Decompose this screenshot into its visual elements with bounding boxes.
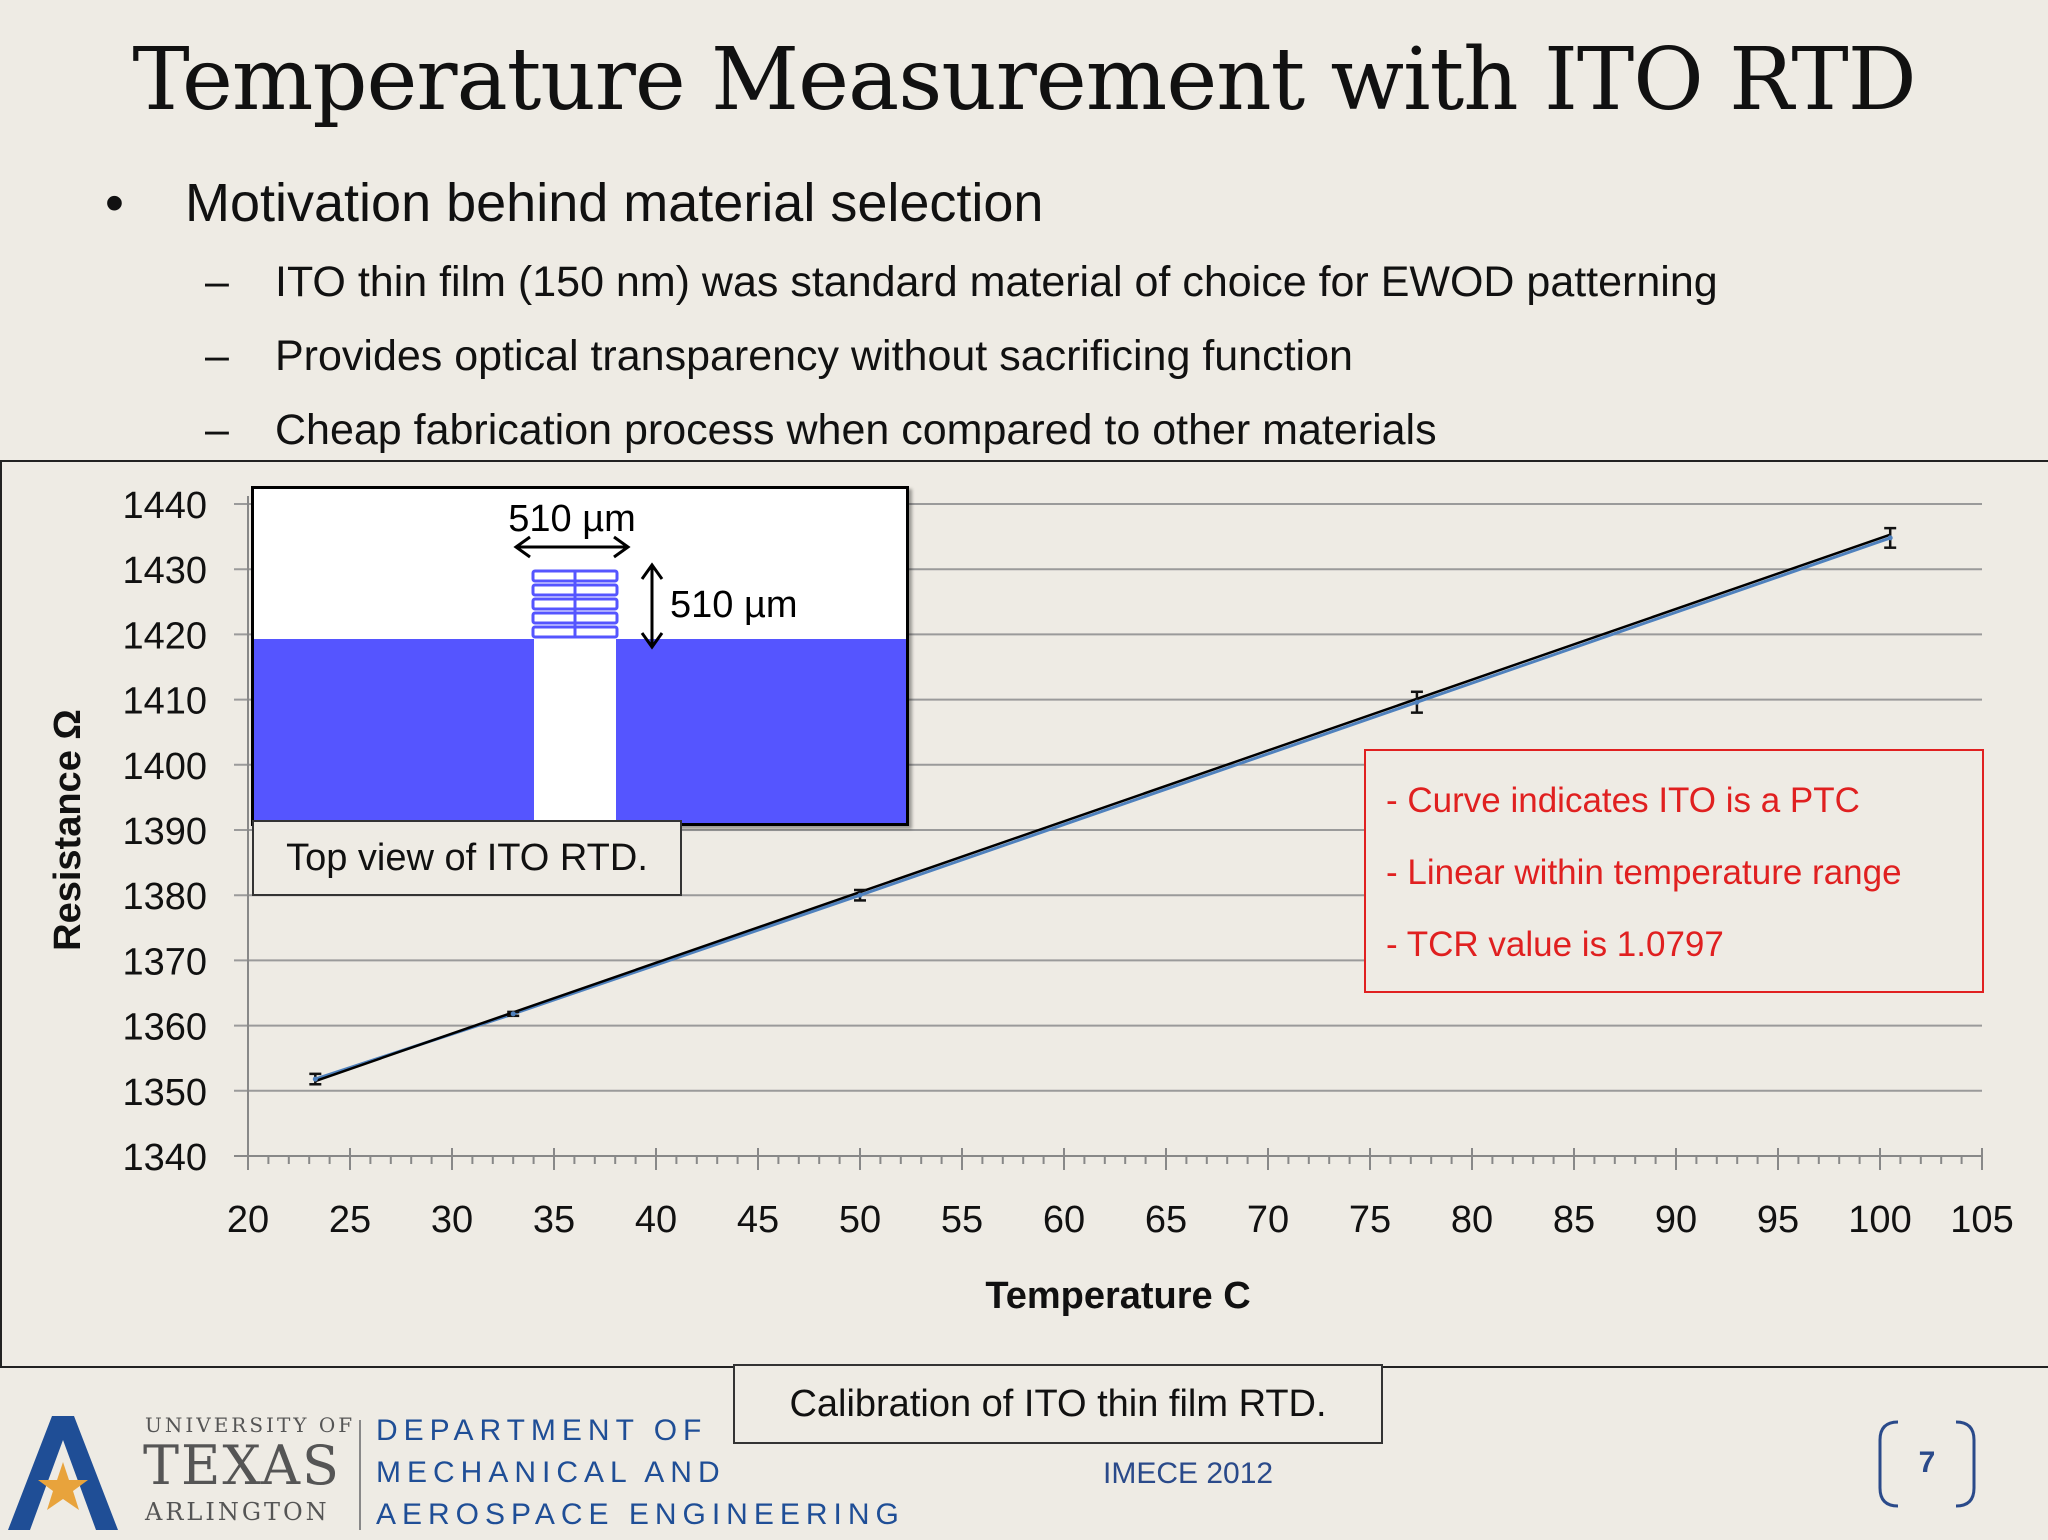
main-bullet: • Motivation behind material selection [105, 172, 1043, 234]
y-tick-label: 1440 [122, 485, 207, 527]
dept-line: DEPARTMENT OF [376, 1414, 707, 1447]
note-line: - Linear within temperature range [1386, 853, 1902, 892]
arlington-text: ARLINGTON [144, 1498, 330, 1526]
data-point [857, 892, 863, 898]
main-bullet-text: Motivation behind material selection [185, 173, 1044, 233]
y-tick-label: 1340 [122, 1137, 207, 1179]
x-tick-label: 40 [635, 1199, 677, 1241]
sub-bullet: – ITO thin film (150 nm) was standard mat… [205, 258, 1718, 307]
x-tick-label: 20 [227, 1199, 269, 1241]
data-point [510, 1011, 516, 1017]
y-tick-label: 1360 [122, 1007, 207, 1049]
texas-text: TEXAS [143, 1434, 341, 1497]
y-tick-label: 1420 [122, 615, 207, 657]
x-axis-title: Temperature C [985, 1275, 1250, 1317]
width-label: 510 µm [508, 498, 636, 540]
x-tick-label: 80 [1451, 1199, 1493, 1241]
note-line: - TCR value is 1.0797 [1386, 925, 1724, 964]
slide-title: Temperature Measurement with ITO RTD [132, 30, 1916, 130]
x-tick-label: 70 [1247, 1199, 1289, 1241]
sub-bullet: – Provides optical transparency without s… [205, 332, 1353, 381]
sub-bullet-text: Cheap fabrication process when compared … [275, 406, 1437, 454]
x-tick-label: 25 [329, 1199, 371, 1241]
university-of-text: UNIVERSITY OF [145, 1413, 355, 1437]
sub-bullet: – Cheap fabrication process when compared… [205, 406, 1437, 455]
height-label: 510 µm [670, 584, 798, 626]
conference-label: IMECE 2012 [1103, 1457, 1274, 1490]
dept-line: AEROSPACE ENGINEERING [376, 1498, 900, 1531]
y-tick-label: 1430 [122, 550, 207, 592]
bullet-marker: • [105, 173, 124, 233]
y-tick-label: 1370 [122, 941, 207, 983]
x-tick-label: 95 [1757, 1199, 1799, 1241]
uta-a-mark [8, 1416, 118, 1530]
chart-caption: Calibration of ITO thin film RTD. [733, 1364, 1383, 1444]
x-tick-label: 60 [1043, 1199, 1085, 1241]
star-icon [38, 1462, 88, 1510]
x-tick-label: 65 [1145, 1199, 1187, 1241]
data-point [1414, 699, 1420, 705]
y-tick-label: 1350 [122, 1072, 207, 1114]
uta-mae-logo: UNIVERSITY OF TEXAS ARLINGTON DEPARTMENT… [0, 1400, 900, 1536]
chart-canvas: 1340 1350 1360 1370 1380 1390 1400 1410 1420 1430… [47, 485, 2014, 1317]
x-tick-label: 55 [941, 1199, 983, 1241]
page-bracket-icon [1878, 1420, 1976, 1508]
data-point [1887, 535, 1893, 541]
page-number: 7 [1918, 1446, 1936, 1479]
y-axis-title: Resistance Ω [47, 709, 89, 951]
x-tick-label: 90 [1655, 1199, 1697, 1241]
sub-bullet-text: Provides optical transparency without sa… [275, 332, 1353, 380]
x-tick-label: 85 [1553, 1199, 1595, 1241]
rtd-top-view: 510 µm 510 µm [251, 486, 909, 826]
sub-bullet-marker: – [205, 332, 229, 380]
y-tick-label: 1410 [122, 681, 207, 723]
x-tick-label: 75 [1349, 1199, 1391, 1241]
linear-trendline [314, 533, 1891, 1083]
x-tick-label: 100 [1848, 1199, 1911, 1241]
x-tick-label: 30 [431, 1199, 473, 1241]
width-arrow [513, 535, 631, 559]
note-line: - Curve indicates ITO is a PTC [1386, 781, 1860, 820]
x-tick-label: 105 [1950, 1199, 2013, 1241]
inset-caption: Top view of ITO RTD. [252, 820, 682, 896]
y-tick-label: 1400 [122, 746, 207, 788]
x-tick-label: 50 [839, 1199, 881, 1241]
y-tick-label: 1390 [122, 811, 207, 853]
sub-bullet-marker: – [205, 258, 229, 306]
sub-bullet-text: ITO thin film (150 nm) was standard mate… [275, 258, 1718, 306]
y-tick-label: 1380 [122, 876, 207, 918]
dept-line: MECHANICAL AND [376, 1456, 726, 1489]
rtd-top-view-drawing: 510 µm 510 µm [254, 498, 906, 823]
sub-bullet-marker: – [205, 406, 229, 454]
ito-gap-region [534, 639, 616, 823]
notes-box: - Curve indicates ITO is a PTC - Linear … [1364, 749, 1984, 993]
x-tick-label: 35 [533, 1199, 575, 1241]
x-tick-label: 45 [737, 1199, 779, 1241]
height-arrow [640, 562, 664, 650]
uta-logo-graphic: UNIVERSITY OF TEXAS ARLINGTON DEPARTMENT… [8, 1413, 900, 1531]
data-point [312, 1076, 318, 1082]
page-number-badge: 7 [1876, 1420, 1978, 1508]
rtd-serpentine [531, 569, 619, 639]
